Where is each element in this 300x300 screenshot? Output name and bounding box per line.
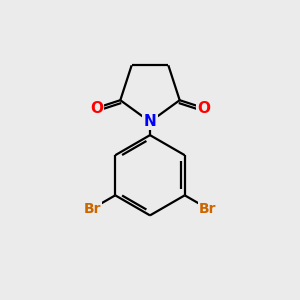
Text: O: O: [90, 100, 103, 116]
Text: N: N: [144, 114, 156, 129]
Text: O: O: [197, 100, 210, 116]
Text: Br: Br: [199, 202, 217, 216]
Text: Br: Br: [83, 202, 101, 216]
